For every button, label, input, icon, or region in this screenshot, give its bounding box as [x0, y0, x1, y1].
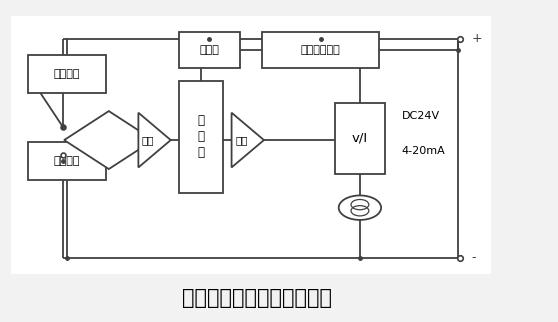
Text: 放大: 放大 — [235, 135, 248, 145]
Text: 反接限流保护: 反接限流保护 — [301, 45, 341, 55]
Text: -: - — [472, 251, 476, 264]
Text: 断偶保护: 断偶保护 — [54, 69, 80, 79]
Text: DC24V: DC24V — [402, 111, 440, 121]
Circle shape — [339, 195, 381, 220]
Text: 热电偶温度变送器原理框图: 热电偶温度变送器原理框图 — [182, 288, 331, 308]
Text: 线
性
化: 线 性 化 — [198, 114, 204, 159]
Text: 冷端补偿: 冷端补偿 — [54, 156, 80, 166]
Text: 基准源: 基准源 — [199, 45, 219, 55]
Bar — [262, 32, 379, 68]
Text: v/I: v/I — [352, 132, 368, 145]
Text: 4-20mA: 4-20mA — [402, 146, 445, 156]
Polygon shape — [232, 113, 264, 167]
Bar — [335, 103, 385, 174]
Bar — [28, 55, 106, 93]
Text: +: + — [472, 32, 482, 45]
Polygon shape — [64, 111, 153, 169]
Bar — [179, 80, 223, 193]
Polygon shape — [138, 113, 171, 167]
Bar — [28, 142, 106, 180]
Bar — [11, 16, 491, 274]
Bar — [179, 32, 240, 68]
Text: 放大: 放大 — [142, 135, 155, 145]
